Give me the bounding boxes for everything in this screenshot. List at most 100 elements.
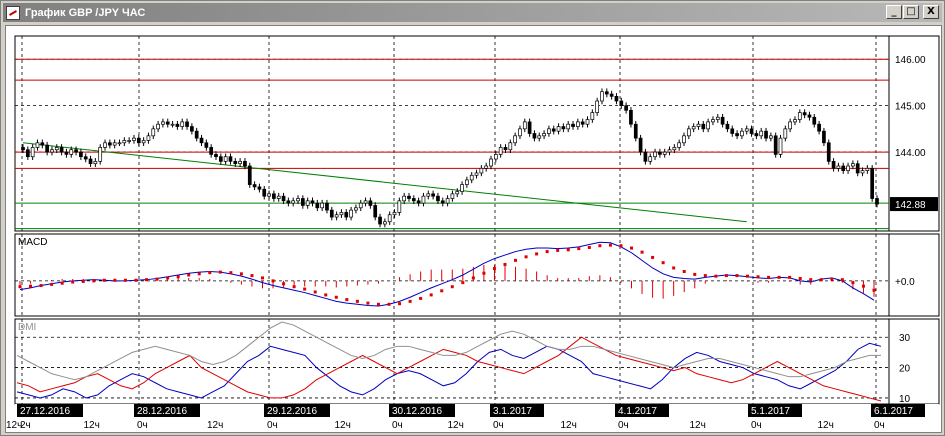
candle-body xyxy=(532,133,537,139)
candle-body xyxy=(455,191,460,195)
macd-signal-point xyxy=(155,277,159,281)
hour-label: 0ч xyxy=(493,420,504,431)
minimize-button[interactable]: _ xyxy=(886,5,902,19)
candle-body xyxy=(296,198,300,202)
candle-body xyxy=(759,130,764,137)
date-label-box xyxy=(490,404,544,417)
macd-signal-point xyxy=(440,289,444,293)
last-price-box xyxy=(890,197,938,212)
hour-label: 12ч xyxy=(448,420,464,431)
candle-body xyxy=(711,119,715,123)
candle-body xyxy=(720,116,725,125)
candle-body xyxy=(826,142,831,162)
macd-signal-point xyxy=(830,277,834,281)
candle-body xyxy=(363,200,368,204)
candle-body xyxy=(190,126,194,132)
candle-body xyxy=(199,137,204,144)
candle-body xyxy=(744,128,749,132)
candle-body xyxy=(368,200,373,206)
candle-body xyxy=(493,154,498,160)
candle-body xyxy=(69,149,74,155)
candle-body xyxy=(21,147,25,151)
hour-label: 0ч xyxy=(267,420,278,431)
candle-body xyxy=(243,161,247,167)
macd-signal-point xyxy=(282,282,286,286)
candle-body xyxy=(653,151,657,158)
chart-canvas[interactable]: 146.00 145.00 144.00 142.88 MACD +0.0 DMI 30 20 1… xyxy=(6,26,941,432)
candle-body xyxy=(354,207,358,211)
hour-label: 12ч xyxy=(207,420,223,431)
candle-body xyxy=(561,126,566,130)
chart-app-icon xyxy=(6,5,20,20)
candle-body xyxy=(484,165,489,169)
candle-body xyxy=(740,130,744,137)
hour-label: 0ч xyxy=(874,420,885,431)
macd-signal-point xyxy=(819,278,823,282)
macd-signal-point xyxy=(60,281,64,285)
macd-signal-point xyxy=(218,270,222,274)
candle-body xyxy=(35,142,40,148)
candle-body xyxy=(831,161,836,169)
close-button[interactable]: X xyxy=(923,5,939,19)
macd-line xyxy=(19,241,875,307)
chart-area[interactable]: 146.00 145.00 144.00 142.88 MACD +0.0 DMI 30 20 1… xyxy=(5,25,942,433)
candle-body xyxy=(79,151,83,158)
candle-body xyxy=(778,137,783,155)
candle-body xyxy=(151,128,156,137)
candle-body xyxy=(112,142,117,146)
macd-signal-point xyxy=(71,280,75,284)
macd-signal-point xyxy=(587,245,591,249)
macd-signal-point xyxy=(714,274,718,278)
macd-signal-point xyxy=(724,274,728,278)
macd-signal-point xyxy=(303,287,307,291)
hour-label: 12ч xyxy=(690,420,706,431)
candle-body xyxy=(706,121,710,130)
candle-body xyxy=(474,172,479,176)
candle-body xyxy=(595,100,600,113)
maximize-button[interactable]: □ xyxy=(903,5,919,19)
candle-body xyxy=(436,195,440,202)
candle-body xyxy=(870,167,875,199)
macd-signal-point xyxy=(672,266,676,270)
candle-body xyxy=(209,147,214,155)
macd-signal-point xyxy=(566,248,570,252)
macd-signal-point xyxy=(840,278,844,282)
candle-body xyxy=(725,123,730,130)
candle-body xyxy=(407,195,411,199)
last-price-label: 142.88 xyxy=(895,200,926,211)
candle-body xyxy=(580,121,585,125)
candle-body xyxy=(783,128,788,139)
macd-signal-point xyxy=(123,278,127,282)
macd-zero-label: +0.0 xyxy=(895,277,915,288)
candle-body xyxy=(175,123,180,127)
candle-body xyxy=(25,149,30,158)
title-bar[interactable]: График GBP /JPY ЧАС _ □ X xyxy=(3,3,942,22)
hour-label: 0ч xyxy=(392,420,403,431)
date-label-box xyxy=(615,404,669,417)
macd-signal-point xyxy=(450,285,454,289)
candle-body xyxy=(851,163,855,167)
candle-body xyxy=(503,147,508,151)
date-label-box xyxy=(264,404,330,417)
candle-body xyxy=(156,123,160,130)
macd-signal-point xyxy=(535,252,539,256)
candle-body xyxy=(855,163,860,174)
macd-signal-point xyxy=(461,281,465,285)
hour-label: 12ч xyxy=(818,420,834,431)
candle-body xyxy=(764,130,768,139)
macd-signal-point xyxy=(250,274,254,278)
candle-body xyxy=(54,147,59,151)
macd-signal-point xyxy=(92,279,96,283)
candle-body xyxy=(122,140,127,144)
candle-body xyxy=(802,112,807,116)
macd-signal-point xyxy=(492,267,496,271)
candle-body xyxy=(440,200,445,204)
candle-body xyxy=(518,128,522,137)
candle-body xyxy=(397,200,402,213)
candle-body xyxy=(50,149,54,153)
macd-signal-point xyxy=(102,278,106,282)
macd-signal-point xyxy=(745,274,749,278)
candle-body xyxy=(141,140,146,144)
date-label-box xyxy=(134,404,200,417)
macd-signal-point xyxy=(376,302,380,306)
